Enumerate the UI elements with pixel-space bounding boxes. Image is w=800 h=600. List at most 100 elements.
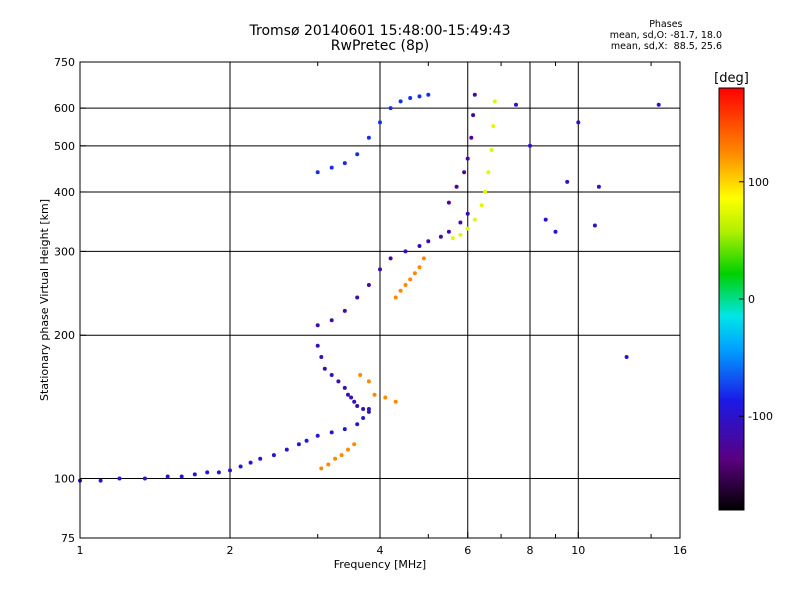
colorbar-tick-label: -100 <box>748 410 773 423</box>
data-point <box>592 223 597 228</box>
data-point <box>398 99 403 104</box>
data-point <box>417 244 422 248</box>
x-tick-label: 8 <box>527 544 534 557</box>
data-point <box>417 94 422 99</box>
data-point <box>342 427 347 432</box>
stats-heading: Phases <box>649 19 683 30</box>
data-point <box>486 170 491 175</box>
data-point <box>319 355 324 359</box>
phase-stats: Phases mean, sd,O: -81.7, 18.0 mean, sd,… <box>610 19 722 52</box>
y-axis-ticks: 75 100 200 300 400 500 600 750 <box>54 56 86 545</box>
data-point <box>553 229 558 234</box>
data-point <box>576 120 581 125</box>
data-point <box>238 464 243 469</box>
data-point <box>366 409 371 414</box>
data-point <box>322 366 327 371</box>
y-tick-label: 300 <box>54 245 75 258</box>
data-point <box>333 456 338 461</box>
data-point <box>346 447 350 452</box>
x-tick-label: 16 <box>673 544 687 557</box>
data-point <box>142 476 147 481</box>
data-point <box>472 217 477 222</box>
data-point <box>361 416 366 420</box>
data-point <box>315 170 320 175</box>
data-point <box>179 474 184 479</box>
data-point <box>403 249 408 254</box>
data-point <box>296 442 301 447</box>
data-point <box>355 295 360 300</box>
data-point <box>205 470 210 475</box>
data-point <box>366 407 371 411</box>
data-point <box>528 143 532 148</box>
data-point <box>465 156 470 161</box>
data-point <box>98 478 103 483</box>
data-point <box>471 113 476 118</box>
data-point <box>326 462 331 467</box>
data-point <box>339 453 344 458</box>
data-point <box>438 234 443 239</box>
x-tick-label: 1 <box>77 544 84 557</box>
x-tick-label: 10 <box>571 544 585 557</box>
data-point <box>349 395 354 400</box>
data-point <box>393 295 398 300</box>
x-axis-ticks: 1 2 4 6 8 10 16 <box>77 62 687 557</box>
stats-line-o: mean, sd,O: -81.7, 18.0 <box>609 30 722 41</box>
data-point <box>329 165 334 170</box>
y-tick-label: 400 <box>54 186 75 199</box>
data-point <box>491 124 496 129</box>
colorbar-label: [deg] <box>714 71 749 86</box>
data-point <box>192 472 197 477</box>
data-point <box>366 283 371 287</box>
data-point <box>329 430 334 435</box>
y-tick-label: 500 <box>54 140 75 153</box>
data-point <box>329 373 334 377</box>
data-point <box>492 99 497 104</box>
data-point <box>352 399 357 404</box>
data-point <box>483 189 488 194</box>
y-tick-label: 200 <box>54 329 75 342</box>
data-point <box>408 96 413 100</box>
data-point <box>596 184 601 189</box>
data-point <box>315 323 320 328</box>
data-point <box>388 256 393 261</box>
data-point <box>342 161 347 166</box>
data-point <box>446 200 451 205</box>
data-point <box>271 453 276 458</box>
data-point <box>383 395 388 400</box>
data-point <box>361 407 366 411</box>
data-point <box>228 468 232 473</box>
data-point <box>393 399 398 404</box>
data-point <box>378 267 382 272</box>
data-point <box>355 152 360 157</box>
chart-subtitle: RwPretec (8p) <box>330 38 430 54</box>
data-point <box>315 433 320 438</box>
data-point <box>465 211 470 216</box>
data-point <box>366 379 371 384</box>
data-point <box>469 135 474 140</box>
y-tick-label: 600 <box>54 102 75 115</box>
data-point <box>462 170 467 175</box>
data-point <box>117 476 122 481</box>
data-point <box>319 466 324 471</box>
data-point <box>258 456 263 461</box>
data-point <box>342 385 347 390</box>
stats-line-x: mean, sd,X: 88.5, 25.6 <box>610 41 722 52</box>
data-point <box>458 232 463 237</box>
data-point <box>465 226 470 231</box>
data-point <box>372 392 377 397</box>
grid-lines <box>80 62 680 538</box>
data-point <box>450 236 455 241</box>
data-point <box>458 220 463 225</box>
colorbar-tick-label: 0 <box>748 293 755 306</box>
data-point <box>514 102 518 107</box>
x-tick-label: 2 <box>227 544 234 557</box>
chart-title-block: Tromsø 20140601 15:48:00-15:49:43 RwPret… <box>160 24 600 54</box>
data-point <box>417 265 422 270</box>
data-point <box>565 179 570 184</box>
x-tick-label: 6 <box>464 544 471 557</box>
data-point <box>355 422 360 427</box>
data-point <box>378 120 382 125</box>
data-point <box>315 343 320 348</box>
data-point <box>304 438 309 443</box>
